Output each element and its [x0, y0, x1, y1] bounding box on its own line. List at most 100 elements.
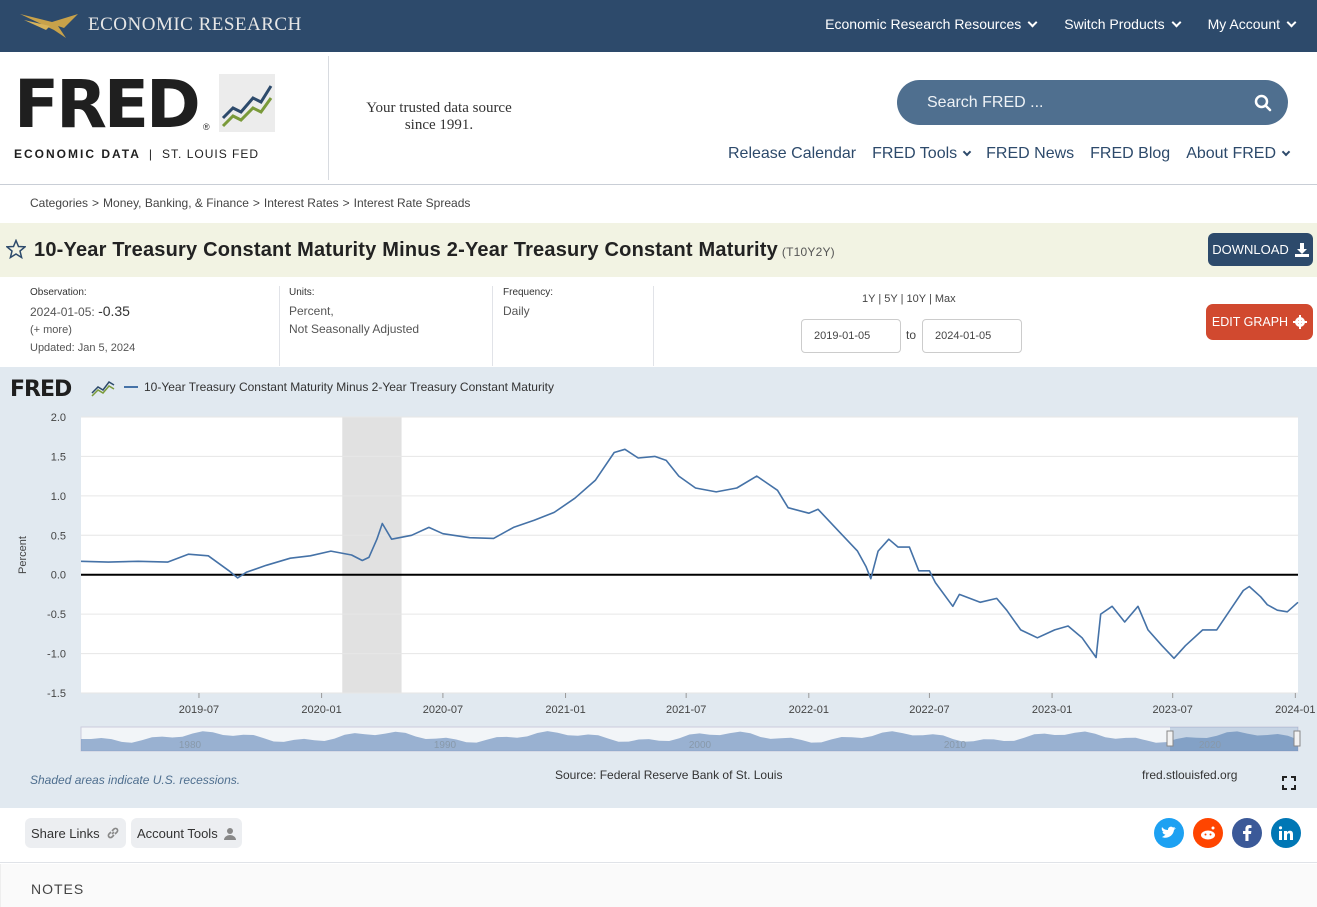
nav-fred-tools[interactable]: FRED Tools [872, 145, 972, 163]
y-tick-label: 1.5 [51, 451, 66, 463]
twitter-share-icon[interactable] [1154, 818, 1184, 848]
meta-divider [653, 286, 654, 366]
breadcrumb-money-banking[interactable]: Money, Banking, & Finance [103, 196, 249, 210]
series-chart[interactable]: FRED 10-Year Treasury Constant Maturity M… [0, 367, 1317, 767]
nav-release-calendar[interactable]: Release Calendar [728, 145, 856, 163]
action-bar: Share Links Account Tools [0, 808, 1317, 863]
series-title: 10-Year Treasury Constant Maturity Minus… [34, 239, 835, 262]
units-block: Units: Percent, Not Seasonally Adjusted [289, 287, 419, 338]
range-max[interactable]: Max [934, 293, 956, 305]
x-tick-label: 2022-07 [909, 704, 949, 716]
observation-label: Observation: [30, 287, 87, 298]
y-axis-label: Percent [17, 536, 29, 574]
my-account-menu[interactable]: My Account [1208, 16, 1297, 32]
switch-products-menu[interactable]: Switch Products [1064, 16, 1182, 32]
breadcrumb-separator: > [342, 196, 350, 210]
download-button[interactable]: DOWNLOAD [1208, 233, 1313, 266]
range-separator: | [928, 293, 932, 305]
edit-graph-button[interactable]: EDIT GRAPH [1206, 304, 1313, 340]
nav-fred-blog[interactable]: FRED Blog [1090, 145, 1170, 163]
range-1y[interactable]: 1Y [862, 293, 876, 305]
end-date-input[interactable] [922, 319, 1022, 353]
economic-data-label: ECONOMIC DATA [14, 147, 141, 161]
x-tick-label: 2020-07 [423, 704, 463, 716]
reddit-share-icon[interactable] [1193, 818, 1223, 848]
series-line [80, 448, 1299, 660]
gear-icon [1293, 315, 1308, 329]
navigator-label: 2010 [944, 740, 967, 751]
chevron-down-icon [1286, 17, 1297, 27]
share-links-label: Share Links [31, 825, 100, 841]
search-input[interactable] [897, 80, 1288, 125]
range-selector: 1Y | 5Y | 10Y | Max [862, 293, 956, 305]
main-nav: Release Calendar FRED Tools FRED News FR… [728, 145, 1291, 163]
series-id: (T10Y2Y) [781, 245, 835, 259]
x-tick-label: 2022-01 [789, 704, 829, 716]
range-separator: | [878, 293, 882, 305]
units-label: Units: [289, 287, 315, 298]
link-icon [107, 827, 119, 839]
y-tick-label: 0.5 [51, 530, 66, 542]
x-tick-label: 2023-07 [1153, 704, 1193, 716]
notes-heading: NOTES [31, 881, 85, 897]
header-divider [328, 56, 329, 180]
search-icon[interactable] [1254, 94, 1272, 112]
x-tick-label: 2023-01 [1032, 704, 1072, 716]
chart-logo-graph-icon [91, 381, 115, 394]
navigator-series-area [81, 731, 1298, 751]
nav-label: About FRED [1186, 145, 1276, 162]
plot-background [81, 417, 1298, 693]
account-tools-button[interactable]: Account Tools [131, 818, 242, 848]
chart-source: Source: Federal Reserve Bank of St. Loui… [555, 768, 783, 782]
navigator-label: 2020 [1199, 740, 1222, 751]
breadcrumb-categories[interactable]: Categories [30, 196, 89, 210]
nav-label: FRED News [986, 145, 1075, 162]
edit-graph-label: EDIT GRAPH [1211, 315, 1289, 329]
nav-about-fred[interactable]: About FRED [1186, 145, 1291, 163]
breadcrumb-separator: > [252, 196, 260, 210]
top-nav: Economic Research Resources Switch Produ… [825, 16, 1297, 32]
fred-logo[interactable]: FRED [14, 66, 201, 143]
tagline: Your trusted data source since 1991. [366, 100, 512, 133]
share-links-button[interactable]: Share Links [25, 818, 126, 848]
fullscreen-icon[interactable] [1282, 776, 1296, 790]
favorite-star-icon[interactable] [6, 239, 26, 259]
frequency-value: Daily [503, 304, 530, 318]
x-tick-label: 2021-01 [545, 704, 585, 716]
registered-mark: ® [203, 122, 210, 132]
economic-research-brand[interactable]: ECONOMIC RESEARCH [18, 8, 302, 42]
download-label: DOWNLOAD [1212, 242, 1289, 257]
observation-value: -0.35 [98, 303, 130, 319]
observation-block: Observation: 2024-01-05: -0.35 (+ more) … [30, 287, 135, 357]
breadcrumb-interest-rate-spreads[interactable]: Interest Rate Spreads [353, 196, 471, 210]
range-separator: | [900, 293, 904, 305]
updated-date: Updated: Jan 5, 2024 [30, 342, 136, 354]
chevron-down-icon [1027, 17, 1038, 27]
start-date-input[interactable] [801, 319, 901, 353]
breadcrumb-interest-rates[interactable]: Interest Rates [263, 196, 339, 210]
range-5y[interactable]: 5Y [884, 293, 898, 305]
nav-fred-news[interactable]: FRED News [986, 145, 1074, 163]
y-tick-label: 2.0 [51, 412, 66, 424]
y-tick-label: -1.0 [47, 649, 66, 661]
st-louis-fed-label: ST. LOUIS FED [162, 147, 260, 161]
chart-logo-graph-icon [91, 385, 115, 397]
facebook-share-icon[interactable] [1232, 818, 1262, 848]
y-tick-label: -1.5 [47, 688, 66, 700]
range-10y[interactable]: 10Y [906, 293, 926, 305]
linkedin-share-icon[interactable] [1271, 818, 1301, 848]
frequency-block: Frequency: Daily [503, 287, 553, 320]
nav-label: FRED Blog [1090, 145, 1171, 162]
economic-research-resources-menu[interactable]: Economic Research Resources [825, 16, 1038, 32]
more-observations-link[interactable]: (+ more) [30, 324, 72, 336]
navigator-handle[interactable] [1293, 730, 1301, 747]
navigator-label: 1980 [179, 740, 202, 751]
user-icon [223, 827, 236, 840]
facebook-f-icon [1243, 825, 1252, 841]
chart-fred-logo: FRED [10, 377, 72, 402]
nav-label: FRED Tools [872, 145, 958, 162]
navigator-handle[interactable] [1166, 730, 1174, 747]
breadcrumb: Categories > Money, Banking, & Finance > Int… [30, 196, 470, 210]
navigator-label: 1990 [434, 740, 457, 751]
header: FRED ® ECONOMIC DATA | ST. LOUIS FED Your … [0, 52, 1317, 185]
